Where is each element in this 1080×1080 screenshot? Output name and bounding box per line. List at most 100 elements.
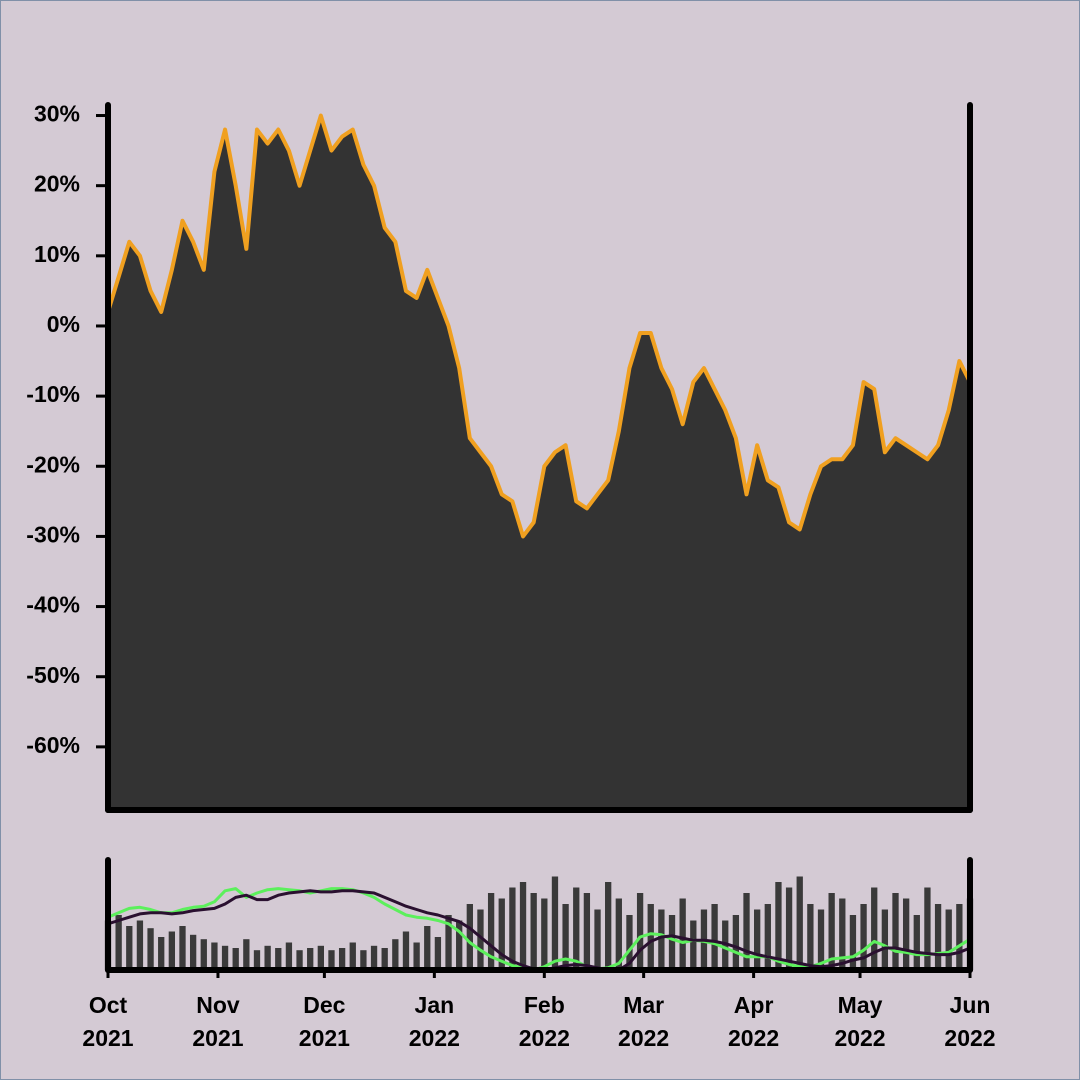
volume-bar (615, 898, 622, 970)
y-tick-label: -60% (26, 732, 80, 758)
volume-bar (626, 915, 633, 970)
volume-bar (764, 904, 771, 970)
volume-bar (211, 942, 218, 970)
y-tick-label: 10% (34, 241, 80, 267)
x-tick-label: 2022 (944, 1025, 995, 1051)
volume-bar (200, 939, 207, 970)
volume-bar (605, 882, 612, 970)
y-tick-label: -40% (26, 592, 80, 618)
y-tick-label: 30% (34, 101, 80, 127)
volume-bar (668, 915, 676, 970)
volume-bar (158, 937, 165, 970)
volume-bar (892, 893, 899, 970)
volume-bar (221, 945, 229, 970)
volume-bar (232, 948, 239, 970)
volume-bar (562, 904, 569, 970)
volume-bar (573, 887, 580, 970)
volume-bar (871, 887, 878, 970)
x-tick-label: 2022 (728, 1025, 779, 1051)
volume-bar (296, 950, 303, 970)
volume-bar (253, 950, 261, 970)
volume-bar (307, 948, 314, 970)
volume-bar (711, 904, 718, 970)
volume-bar (487, 893, 495, 970)
volume-bar (498, 898, 505, 970)
area-line (106, 113, 972, 539)
volume-bar (828, 893, 835, 970)
volume-bar (636, 893, 644, 970)
y-tick-label: -10% (26, 381, 80, 407)
volume-bar (785, 887, 793, 970)
volume-bar (338, 948, 346, 970)
volume-bar (796, 876, 803, 970)
volume-bar (509, 887, 516, 970)
x-tick-label: 2022 (834, 1025, 885, 1051)
volume-bar (594, 909, 601, 970)
x-tick-label: 2022 (519, 1025, 570, 1051)
volume-bar (424, 926, 431, 970)
y-tick-label: -30% (26, 521, 80, 547)
volume-bar (849, 915, 857, 970)
volume-bar (179, 926, 186, 970)
x-tick-label: 2021 (192, 1025, 243, 1051)
volume-bar (860, 904, 867, 970)
volume-bar (275, 948, 282, 970)
volume-bar (360, 950, 367, 970)
volume-bar (466, 904, 473, 970)
x-tick-label: 2022 (618, 1025, 669, 1051)
volume-bar (807, 904, 814, 970)
volume-bar (381, 948, 388, 970)
volume-bar (189, 934, 197, 970)
volume-bar (551, 876, 559, 970)
volume-bar (913, 915, 920, 970)
volume-bar (402, 931, 410, 970)
x-tick-label: Jun (950, 992, 991, 1018)
volume-bar (445, 915, 452, 970)
volume-bar (530, 893, 537, 970)
area-fill (108, 115, 970, 810)
volume-bar (945, 909, 952, 970)
volume-bar (839, 898, 846, 970)
volume-bar (934, 904, 942, 970)
x-tick-label: 2021 (82, 1025, 133, 1051)
volume-bar (456, 920, 463, 970)
volume-bar (754, 909, 761, 970)
x-tick-label: Feb (524, 992, 565, 1018)
volume-bar (126, 926, 133, 970)
volume-bar (690, 920, 697, 970)
volume-bar (317, 945, 324, 970)
x-tick-label: Apr (734, 992, 774, 1018)
volume-bar (285, 942, 293, 970)
volume-bar (732, 915, 740, 970)
volume-bar (370, 945, 378, 970)
volume-bar (136, 920, 144, 970)
volume-bar (722, 920, 729, 970)
x-tick-label: 2021 (299, 1025, 350, 1051)
volume-bar (115, 915, 122, 970)
volume-bar (519, 882, 527, 970)
x-tick-label: May (838, 992, 883, 1018)
x-tick-label: Mar (623, 992, 664, 1018)
volume-bar (647, 904, 654, 970)
volume-bar (392, 939, 399, 970)
volume-bar (477, 909, 484, 970)
x-tick-label: Dec (303, 992, 345, 1018)
volume-bar (328, 950, 335, 970)
volume-bar (434, 937, 442, 970)
volume-bar (658, 909, 665, 970)
volume-bar (264, 945, 271, 970)
volume-bar (924, 887, 931, 970)
volume-bar (817, 909, 825, 970)
y-tick-label: 0% (47, 311, 80, 337)
x-tick-label: Nov (196, 992, 240, 1018)
x-tick-label: Oct (89, 992, 128, 1018)
volume-bar (902, 898, 910, 970)
volume-bar (243, 939, 250, 970)
volume-bar (541, 898, 548, 970)
volume-bar (168, 931, 176, 970)
y-tick-label: -50% (26, 662, 80, 688)
x-tick-label: 2022 (409, 1025, 460, 1051)
volume-bar (583, 893, 591, 970)
volume-bar (956, 904, 963, 970)
